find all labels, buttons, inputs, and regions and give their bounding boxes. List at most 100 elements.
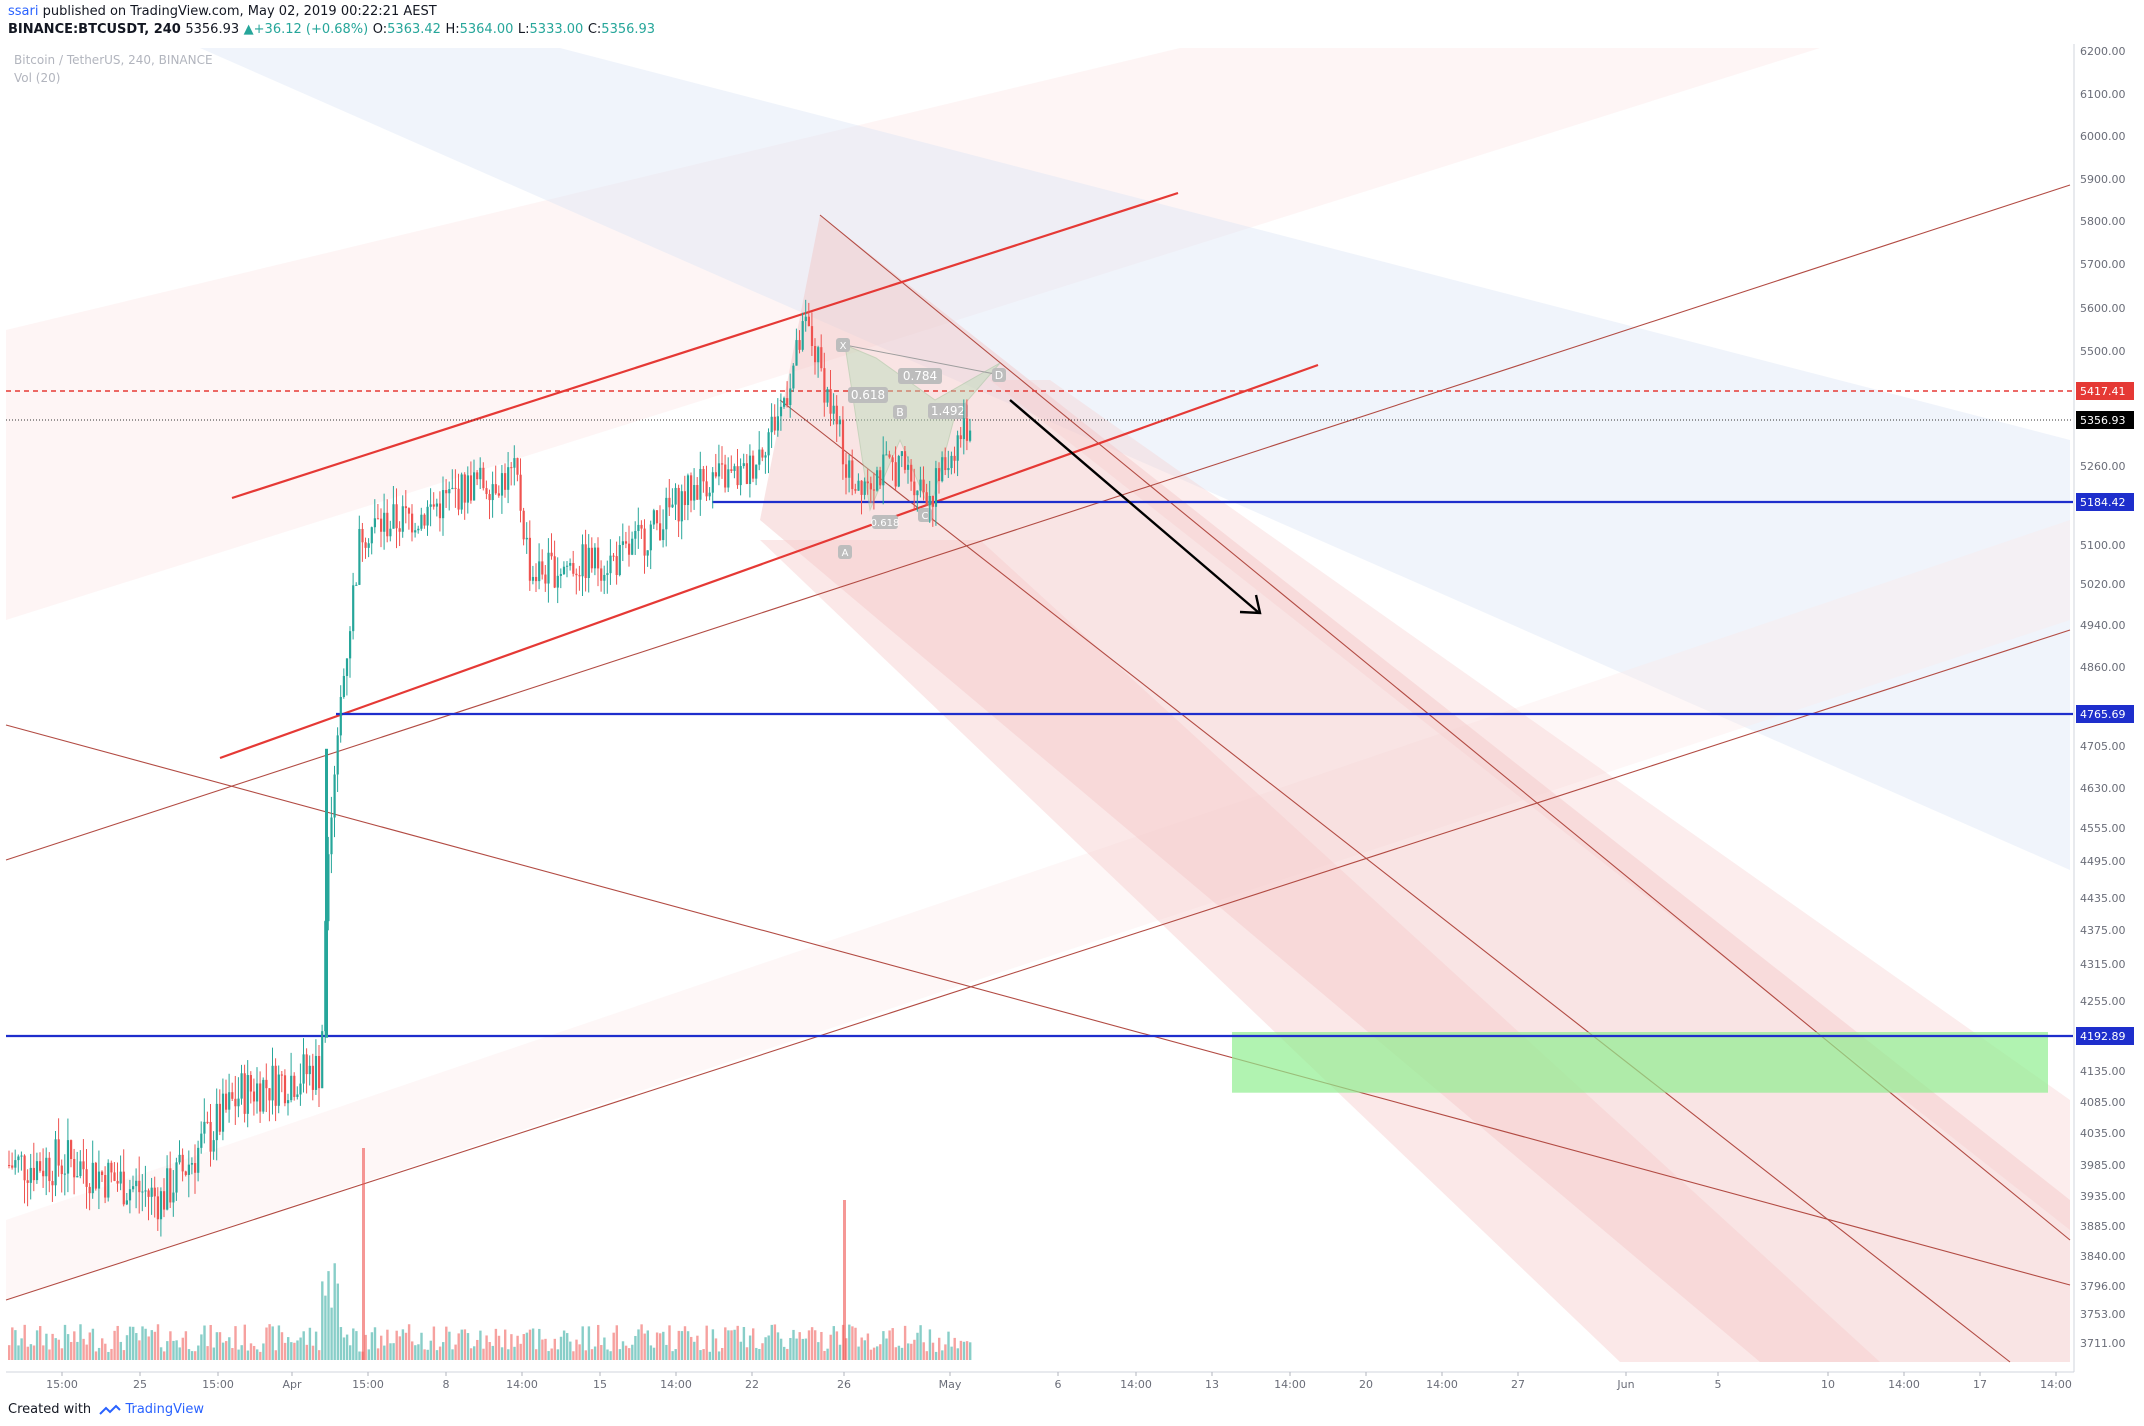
tradingview-logo-icon[interactable]: [99, 1404, 122, 1416]
volume-bar: [144, 1328, 147, 1360]
candle-body: [965, 418, 969, 441]
time-axis-tick: 14:00: [1274, 1378, 1306, 1391]
candle-body: [538, 561, 541, 582]
volume-bar: [178, 1347, 181, 1360]
volume-bar: [869, 1349, 873, 1360]
candle-body: [838, 419, 841, 425]
candle-body: [761, 449, 764, 458]
candle-body: [256, 1083, 259, 1102]
price-axis-tick: 4435.00: [2080, 892, 2126, 905]
price-chart[interactable]: 0.784 0.618 1.492 0.618 B D X A C Bitcoi…: [0, 0, 2144, 1392]
volume-bar: [742, 1326, 746, 1360]
volume-bar: [457, 1333, 460, 1360]
volume-bar: [767, 1335, 770, 1360]
volume-bar: [302, 1331, 305, 1360]
time-axis-tick: 14:00: [1120, 1378, 1152, 1391]
volume-bar: [212, 1347, 215, 1360]
time-axis-tick: 17: [1973, 1378, 1987, 1391]
candle-body: [665, 497, 668, 530]
volume-bar: [290, 1342, 293, 1360]
volume-bar: [386, 1329, 389, 1360]
candle-body: [572, 563, 575, 574]
candle-body: [228, 1092, 231, 1110]
price-tag: 5356.93: [2076, 411, 2134, 429]
candle-body: [305, 1054, 308, 1075]
volume-bar: [671, 1351, 674, 1360]
candle-body: [212, 1140, 215, 1152]
tradingview-brand[interactable]: TradingView: [125, 1402, 204, 1417]
candle-body: [280, 1074, 283, 1076]
candle-body: [621, 541, 624, 545]
support-lines: [6, 500, 2073, 1038]
candle-body: [547, 552, 550, 584]
price-axis-tick: 4135.00: [2080, 1065, 2126, 1078]
volume-bar: [584, 1350, 587, 1360]
candle-body: [116, 1180, 119, 1184]
candle-body: [863, 481, 866, 495]
volume-bar: [122, 1350, 126, 1360]
time-axis-tick: 15:00: [202, 1378, 234, 1391]
candle-body: [535, 576, 538, 582]
candle-body: [352, 585, 355, 632]
volume-bar: [513, 1346, 516, 1360]
candle-body: [163, 1191, 166, 1210]
candle-body: [479, 467, 482, 480]
candle-body: [922, 479, 925, 493]
candle-body: [246, 1075, 249, 1114]
candle-body: [835, 405, 838, 425]
volume-bar: [448, 1331, 451, 1360]
volume-bar: [556, 1349, 560, 1360]
volume-bar: [593, 1346, 597, 1360]
candle-body: [888, 454, 891, 458]
price-axis-tick: 3935.00: [2080, 1190, 2126, 1203]
candle-body: [469, 475, 473, 501]
volume-bar: [367, 1349, 370, 1360]
publish-header: ssari published on TradingView.com, May …: [0, 0, 2144, 44]
volume-bar: [85, 1344, 88, 1360]
candle-body: [947, 468, 950, 471]
candle-body: [779, 406, 783, 417]
volume-bar: [228, 1337, 231, 1360]
candle-body: [652, 510, 655, 525]
volume-bar: [342, 1337, 346, 1360]
time-axis-tick: May: [939, 1378, 962, 1391]
volume-bar: [181, 1337, 184, 1360]
candle-body: [17, 1156, 20, 1161]
volume-bar: [528, 1329, 532, 1360]
candle-body: [26, 1180, 29, 1183]
price-change: +36.12 (+0.68%): [253, 22, 369, 37]
time-axis-tick: 14:00: [1888, 1378, 1920, 1391]
volume-bar: [231, 1348, 234, 1360]
candle-body: [197, 1147, 200, 1173]
author-name[interactable]: ssari: [8, 4, 39, 19]
volume-bar: [318, 1350, 321, 1360]
volume-bar: [956, 1348, 959, 1360]
candle-body: [240, 1073, 243, 1099]
volume-bar: [132, 1326, 135, 1360]
candle-body: [959, 435, 962, 440]
candle-body: [389, 528, 392, 537]
price-axis[interactable]: 6200.00 6100.00 6000.00 5900.00 5800.00 5700.…: [2080, 45, 2126, 1350]
volume-bar: [522, 1334, 525, 1360]
volume-bar: [256, 1349, 259, 1360]
time-axis[interactable]: 15:00 25 15:00 Apr 15:00 8 14:00 15 14:00 22 26 May…: [46, 1372, 2072, 1391]
volume-bar: [128, 1326, 132, 1360]
candle-body: [618, 544, 621, 576]
volume-bar: [194, 1351, 197, 1360]
volume-bar: [814, 1330, 817, 1360]
candle-body: [497, 493, 500, 496]
time-axis-tick: 27: [1511, 1378, 1525, 1391]
candle-body: [383, 512, 386, 532]
candle-body: [373, 518, 376, 528]
volume-bar: [618, 1349, 622, 1360]
candle-body: [556, 575, 559, 588]
candle-body: [485, 488, 488, 495]
time-axis-tick: 14:00: [2040, 1378, 2072, 1391]
candle-body: [398, 528, 401, 532]
candle-body: [708, 492, 711, 497]
volume-bar: [569, 1341, 572, 1360]
volume-bar: [283, 1342, 287, 1360]
created-with-text: Created with: [8, 1402, 92, 1417]
price-tag-label: 4765.69: [2080, 708, 2126, 721]
volume-bar: [786, 1348, 789, 1360]
